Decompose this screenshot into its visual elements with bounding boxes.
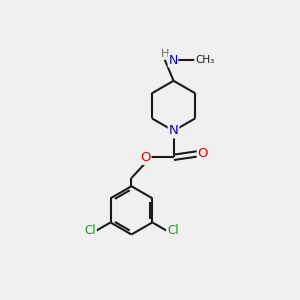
Text: CH₃: CH₃	[195, 55, 214, 65]
Text: N: N	[169, 124, 178, 137]
Text: O: O	[198, 147, 208, 160]
Text: O: O	[140, 151, 151, 164]
Text: Cl: Cl	[84, 224, 96, 237]
Text: N: N	[168, 54, 178, 67]
Text: Cl: Cl	[167, 224, 179, 237]
Text: H: H	[160, 49, 169, 59]
